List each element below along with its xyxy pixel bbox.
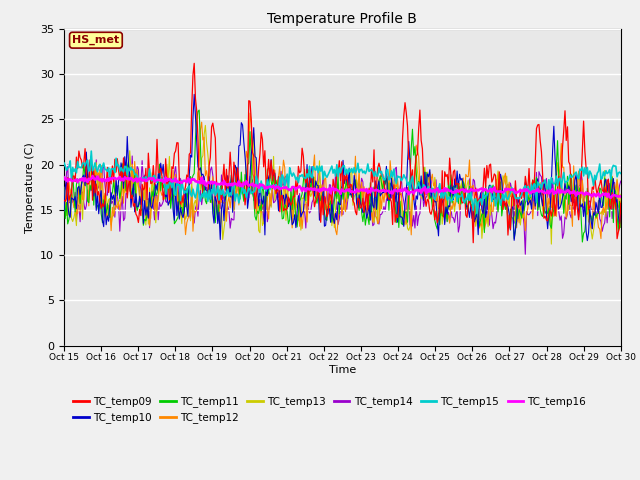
Legend: TC_temp09, TC_temp10, TC_temp11, TC_temp12, TC_temp13, TC_temp14, TC_temp15, TC_: TC_temp09, TC_temp10, TC_temp11, TC_temp…	[69, 392, 590, 427]
Y-axis label: Temperature (C): Temperature (C)	[24, 142, 35, 233]
Text: HS_met: HS_met	[72, 35, 120, 45]
X-axis label: Time: Time	[329, 365, 356, 375]
Title: Temperature Profile B: Temperature Profile B	[268, 12, 417, 26]
